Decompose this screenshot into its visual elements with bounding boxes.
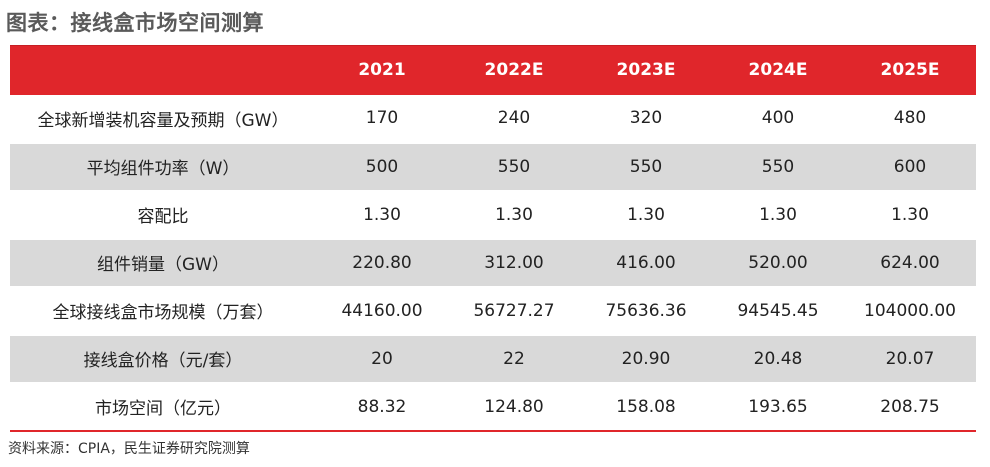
page-title: 图表：接线盒市场空间测算: [6, 11, 264, 35]
row-label: 市场空间（亿元）: [10, 382, 316, 432]
table-row: 平均组件功率（W） 500 550 550 550 600: [10, 142, 976, 192]
table-cell: 312.00: [448, 238, 580, 288]
table-cell: 22: [448, 334, 580, 384]
table-cell: 1.30: [844, 190, 976, 240]
table-header-row: 2021 2022E 2023E 2024E 2025E: [10, 45, 976, 95]
table-cell: 240: [448, 94, 580, 144]
table-cell: 20.07: [844, 334, 976, 384]
table-cell: 94545.45: [712, 286, 844, 336]
row-label: 容配比: [10, 190, 316, 240]
header-cell-2023e: 2023E: [580, 45, 712, 95]
market-size-table: 2021 2022E 2023E 2024E 2025E 全球新增装机容量及预期…: [10, 45, 976, 432]
table-cell: 20.90: [580, 334, 712, 384]
table-cell: 1.30: [316, 190, 448, 240]
table-cell: 170: [316, 94, 448, 144]
table-cell: 624.00: [844, 238, 976, 288]
table-cell: 104000.00: [844, 286, 976, 336]
header-cell-2021: 2021: [316, 45, 448, 95]
table-cell: 1.30: [712, 190, 844, 240]
table-cell: 500: [316, 142, 448, 192]
table-cell: 75636.36: [580, 286, 712, 336]
table-cell: 416.00: [580, 238, 712, 288]
row-label: 接线盒价格（元/套）: [10, 334, 316, 384]
table-cell: 480: [844, 94, 976, 144]
table-cell: 44160.00: [316, 286, 448, 336]
table-cell: 88.32: [316, 382, 448, 432]
table-row: 全球接线盒市场规模（万套） 44160.00 56727.27 75636.36…: [10, 286, 976, 336]
row-label: 组件销量（GW）: [10, 238, 316, 288]
table-cell: 1.30: [448, 190, 580, 240]
table-cell: 550: [712, 142, 844, 192]
table-row: 市场空间（亿元） 88.32 124.80 158.08 193.65 208.…: [10, 382, 976, 432]
table-cell: 550: [448, 142, 580, 192]
table-cell: 124.80: [448, 382, 580, 432]
table-cell: 193.65: [712, 382, 844, 432]
table-cell: 158.08: [580, 382, 712, 432]
table-cell: 320: [580, 94, 712, 144]
source-note: 资料来源：CPIA，民生证券研究院测算: [8, 441, 250, 457]
table-cell: 600: [844, 142, 976, 192]
table-cell: 400: [712, 94, 844, 144]
row-label: 平均组件功率（W）: [10, 142, 316, 192]
table-cell: 56727.27: [448, 286, 580, 336]
header-cell-2025e: 2025E: [844, 45, 976, 95]
row-label: 全球接线盒市场规模（万套）: [10, 286, 316, 336]
table-cell: 220.80: [316, 238, 448, 288]
table-row: 组件销量（GW） 220.80 312.00 416.00 520.00 624…: [10, 238, 976, 288]
table-cell: 1.30: [580, 190, 712, 240]
table-cell: 550: [580, 142, 712, 192]
header-cell-2024e: 2024E: [712, 45, 844, 95]
table-cell: 520.00: [712, 238, 844, 288]
row-label: 全球新增装机容量及预期（GW）: [10, 94, 316, 144]
header-cell-2022e: 2022E: [448, 45, 580, 95]
table-row: 接线盒价格（元/套） 20 22 20.90 20.48 20.07: [10, 334, 976, 384]
table-row: 全球新增装机容量及预期（GW） 170 240 320 400 480: [10, 94, 976, 144]
table-cell: 20: [316, 334, 448, 384]
table-cell: 20.48: [712, 334, 844, 384]
table-cell: 208.75: [844, 382, 976, 432]
header-cell-label: [10, 45, 316, 95]
table-row: 容配比 1.30 1.30 1.30 1.30 1.30: [10, 190, 976, 240]
